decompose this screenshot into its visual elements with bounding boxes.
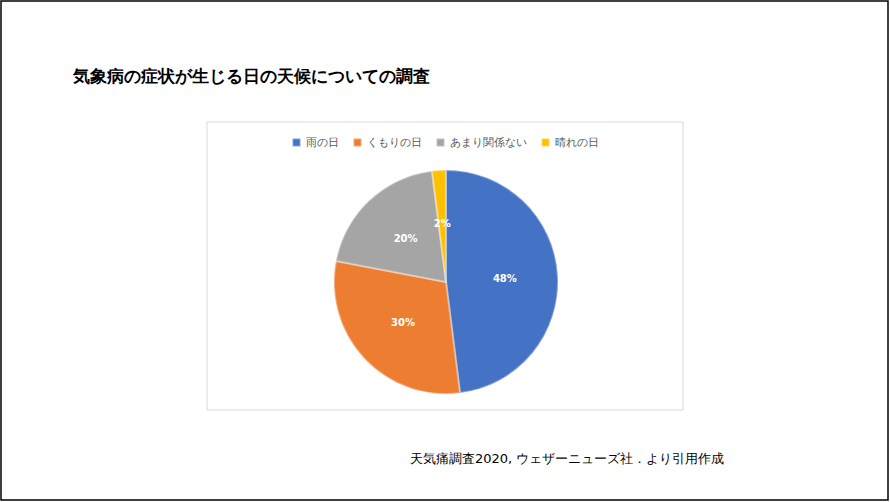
svg-text:くもりの日: くもりの日 [367,136,422,149]
svg-text:30%: 30% [391,317,415,328]
svg-text:20%: 20% [394,233,418,244]
svg-text:48%: 48% [493,273,517,284]
svg-text:晴れの日: 晴れの日 [555,136,599,149]
svg-text:2%: 2% [434,218,451,229]
svg-text:あまり関係ない: あまり関係ない [450,136,527,149]
svg-text:天気痛調査2020, ウェザーニューズ社 . より引用作成: 天気痛調査2020, ウェザーニューズ社 . より引用作成 [410,451,724,466]
svg-text:雨の日: 雨の日 [306,136,339,149]
svg-text:気象病の症状が生じる日の天候についての調査: 気象病の症状が生じる日の天候についての調査 [72,66,430,86]
